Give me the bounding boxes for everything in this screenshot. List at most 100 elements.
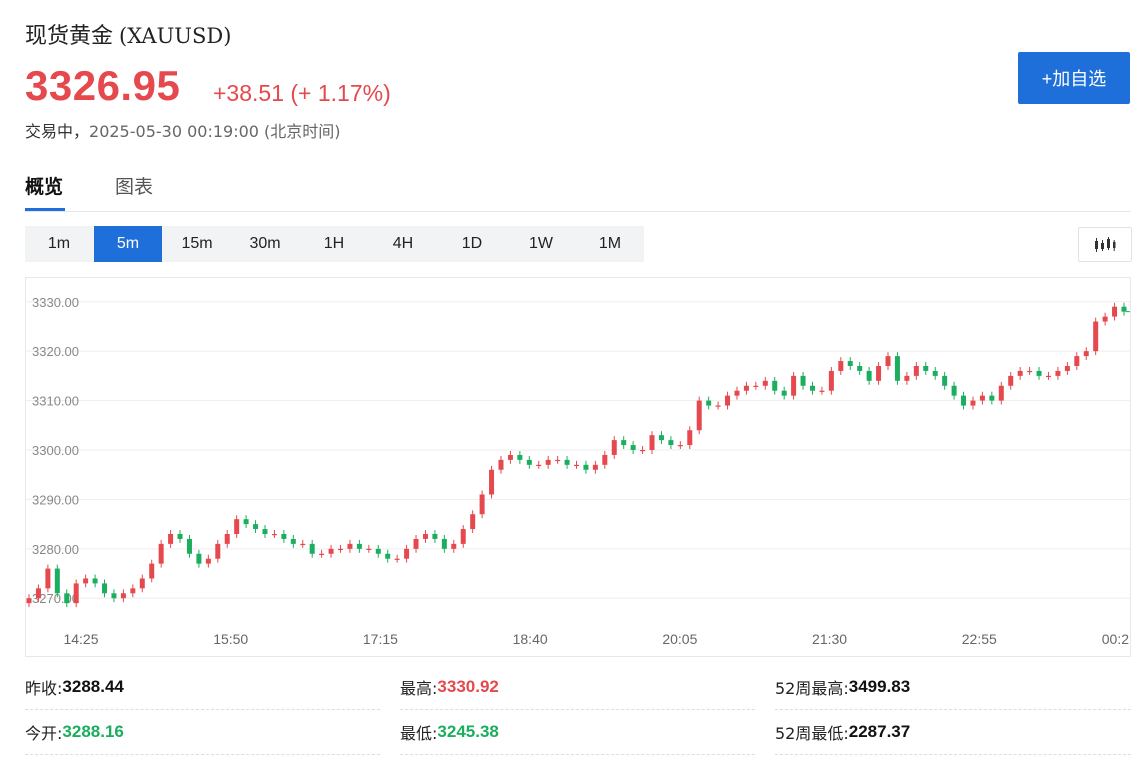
candle-body bbox=[696, 400, 702, 431]
candle-body bbox=[45, 568, 51, 589]
candle-body bbox=[309, 543, 315, 554]
candle-body bbox=[1055, 370, 1061, 376]
candle-body bbox=[791, 375, 797, 396]
stat-label: 52周最低: bbox=[775, 723, 849, 743]
candle-body bbox=[26, 598, 32, 604]
period-15m[interactable]: 15m bbox=[181, 235, 213, 252]
x-tick-label: 18:40 bbox=[513, 631, 548, 647]
candle-body bbox=[904, 375, 910, 381]
candle-body bbox=[489, 469, 495, 495]
candlestick-chart-svg: 3330.00 3320.00 3310.00 3300.00 3290.00 3280.… bbox=[26, 295, 1130, 647]
candle-body bbox=[602, 454, 608, 465]
candle-body bbox=[649, 435, 655, 450]
candle-body bbox=[800, 375, 806, 386]
candle-body bbox=[640, 450, 646, 452]
candle-body bbox=[441, 538, 447, 549]
price-change: +38.51 (+ 1.17%) bbox=[213, 80, 391, 106]
candle-body bbox=[819, 390, 825, 392]
stat-label: 昨收: bbox=[25, 678, 63, 698]
chart-type-button[interactable] bbox=[1078, 227, 1132, 262]
candle-body bbox=[857, 366, 863, 371]
candle-body bbox=[1074, 356, 1080, 366]
candle-body bbox=[404, 548, 410, 559]
candle-body bbox=[942, 375, 948, 386]
stat-52w-low: 52周最低: 2287.37 bbox=[775, 709, 1131, 755]
candle-body bbox=[139, 578, 145, 589]
candle-body bbox=[470, 514, 476, 530]
stat-value: 2287.37 bbox=[848, 721, 911, 741]
stat-value: 3288.44 bbox=[62, 676, 124, 696]
period-1w[interactable]: 1W bbox=[529, 235, 553, 252]
candle-body bbox=[83, 578, 89, 584]
candle-body bbox=[970, 400, 976, 406]
y-tick-label: 3310.00 bbox=[32, 394, 79, 409]
candle-body bbox=[413, 538, 419, 549]
candlestick-icon bbox=[1095, 236, 1116, 252]
active-tab-indicator bbox=[25, 208, 65, 211]
candle-body bbox=[253, 524, 259, 530]
candle-body bbox=[961, 395, 967, 406]
candle-body bbox=[725, 395, 731, 406]
period-1d[interactable]: 1D bbox=[461, 235, 483, 252]
candle-body bbox=[507, 454, 513, 460]
candle-body bbox=[168, 534, 174, 544]
candle-body bbox=[762, 380, 768, 386]
candle-body bbox=[92, 578, 98, 584]
candle-body bbox=[347, 543, 353, 549]
candle-body bbox=[54, 568, 60, 594]
candle-body bbox=[1121, 306, 1127, 312]
y-tick-label: 3280.00 bbox=[32, 542, 79, 557]
period-1h[interactable]: 1H bbox=[323, 235, 345, 252]
candle-body bbox=[838, 361, 844, 371]
stat-label: 最高: bbox=[400, 678, 438, 698]
period-1mo[interactable]: 1M bbox=[598, 235, 622, 252]
y-tick-label: 3320.00 bbox=[32, 344, 79, 359]
x-tick-label: 14:25 bbox=[63, 631, 98, 647]
stat-open: 今开: 3288.16 bbox=[25, 709, 380, 755]
instrument-symbol: (XAUUSD) bbox=[119, 24, 232, 48]
tab-chart[interactable]: 图表 bbox=[115, 176, 154, 198]
y-tick-label: 3300.00 bbox=[32, 443, 79, 458]
candle-body bbox=[111, 593, 117, 599]
period-1m[interactable]: 1m bbox=[47, 235, 71, 252]
period-5m[interactable]: 5m bbox=[94, 226, 162, 262]
candle-body bbox=[828, 370, 834, 391]
stat-prev-close: 昨收: 3288.44 bbox=[25, 664, 380, 710]
candle-body bbox=[271, 534, 277, 536]
price-chart[interactable]: 3330.00 3320.00 3310.00 3300.00 3290.00 3280.… bbox=[25, 277, 1131, 657]
stat-label: 今开: bbox=[25, 723, 63, 743]
stat-value: 3288.16 bbox=[62, 721, 124, 741]
period-30m[interactable]: 30m bbox=[249, 235, 281, 252]
candle-body bbox=[583, 464, 589, 470]
candle-body bbox=[1102, 316, 1108, 322]
candle-body bbox=[668, 440, 674, 446]
add-to-watchlist-button[interactable]: +加自选 bbox=[1018, 52, 1130, 104]
candle-body bbox=[158, 543, 164, 564]
candle-body bbox=[630, 445, 636, 450]
stat-high: 最高: 3330.92 bbox=[400, 664, 755, 710]
candle-body bbox=[73, 583, 79, 604]
period-4h[interactable]: 4H bbox=[392, 235, 414, 252]
candle-body bbox=[35, 588, 41, 599]
candle-body bbox=[621, 440, 627, 446]
candle-body bbox=[215, 543, 221, 559]
status-timestamp: 2025-05-30 00:19:00 bbox=[89, 122, 259, 141]
candle-body bbox=[300, 543, 306, 546]
candle-body bbox=[432, 534, 438, 539]
candle-body bbox=[375, 548, 381, 554]
candle-body bbox=[913, 366, 919, 376]
stat-value: 3245.38 bbox=[437, 721, 499, 741]
stat-label: 最低: bbox=[400, 723, 438, 743]
candle-body bbox=[611, 440, 617, 455]
candle-body bbox=[262, 529, 268, 534]
candle-body bbox=[847, 361, 853, 366]
y-tick-label: 3330.00 bbox=[32, 295, 79, 310]
candle-body bbox=[1045, 375, 1051, 378]
candle-body bbox=[866, 370, 872, 381]
candle-body bbox=[234, 519, 240, 534]
trading-status: 交易中，2025-05-30 00:19:00 (北京时间) bbox=[25, 118, 341, 142]
candle-body bbox=[385, 553, 391, 559]
candle-body bbox=[894, 356, 900, 381]
candle-body bbox=[687, 430, 693, 446]
tab-overview[interactable]: 概览 bbox=[25, 176, 64, 198]
